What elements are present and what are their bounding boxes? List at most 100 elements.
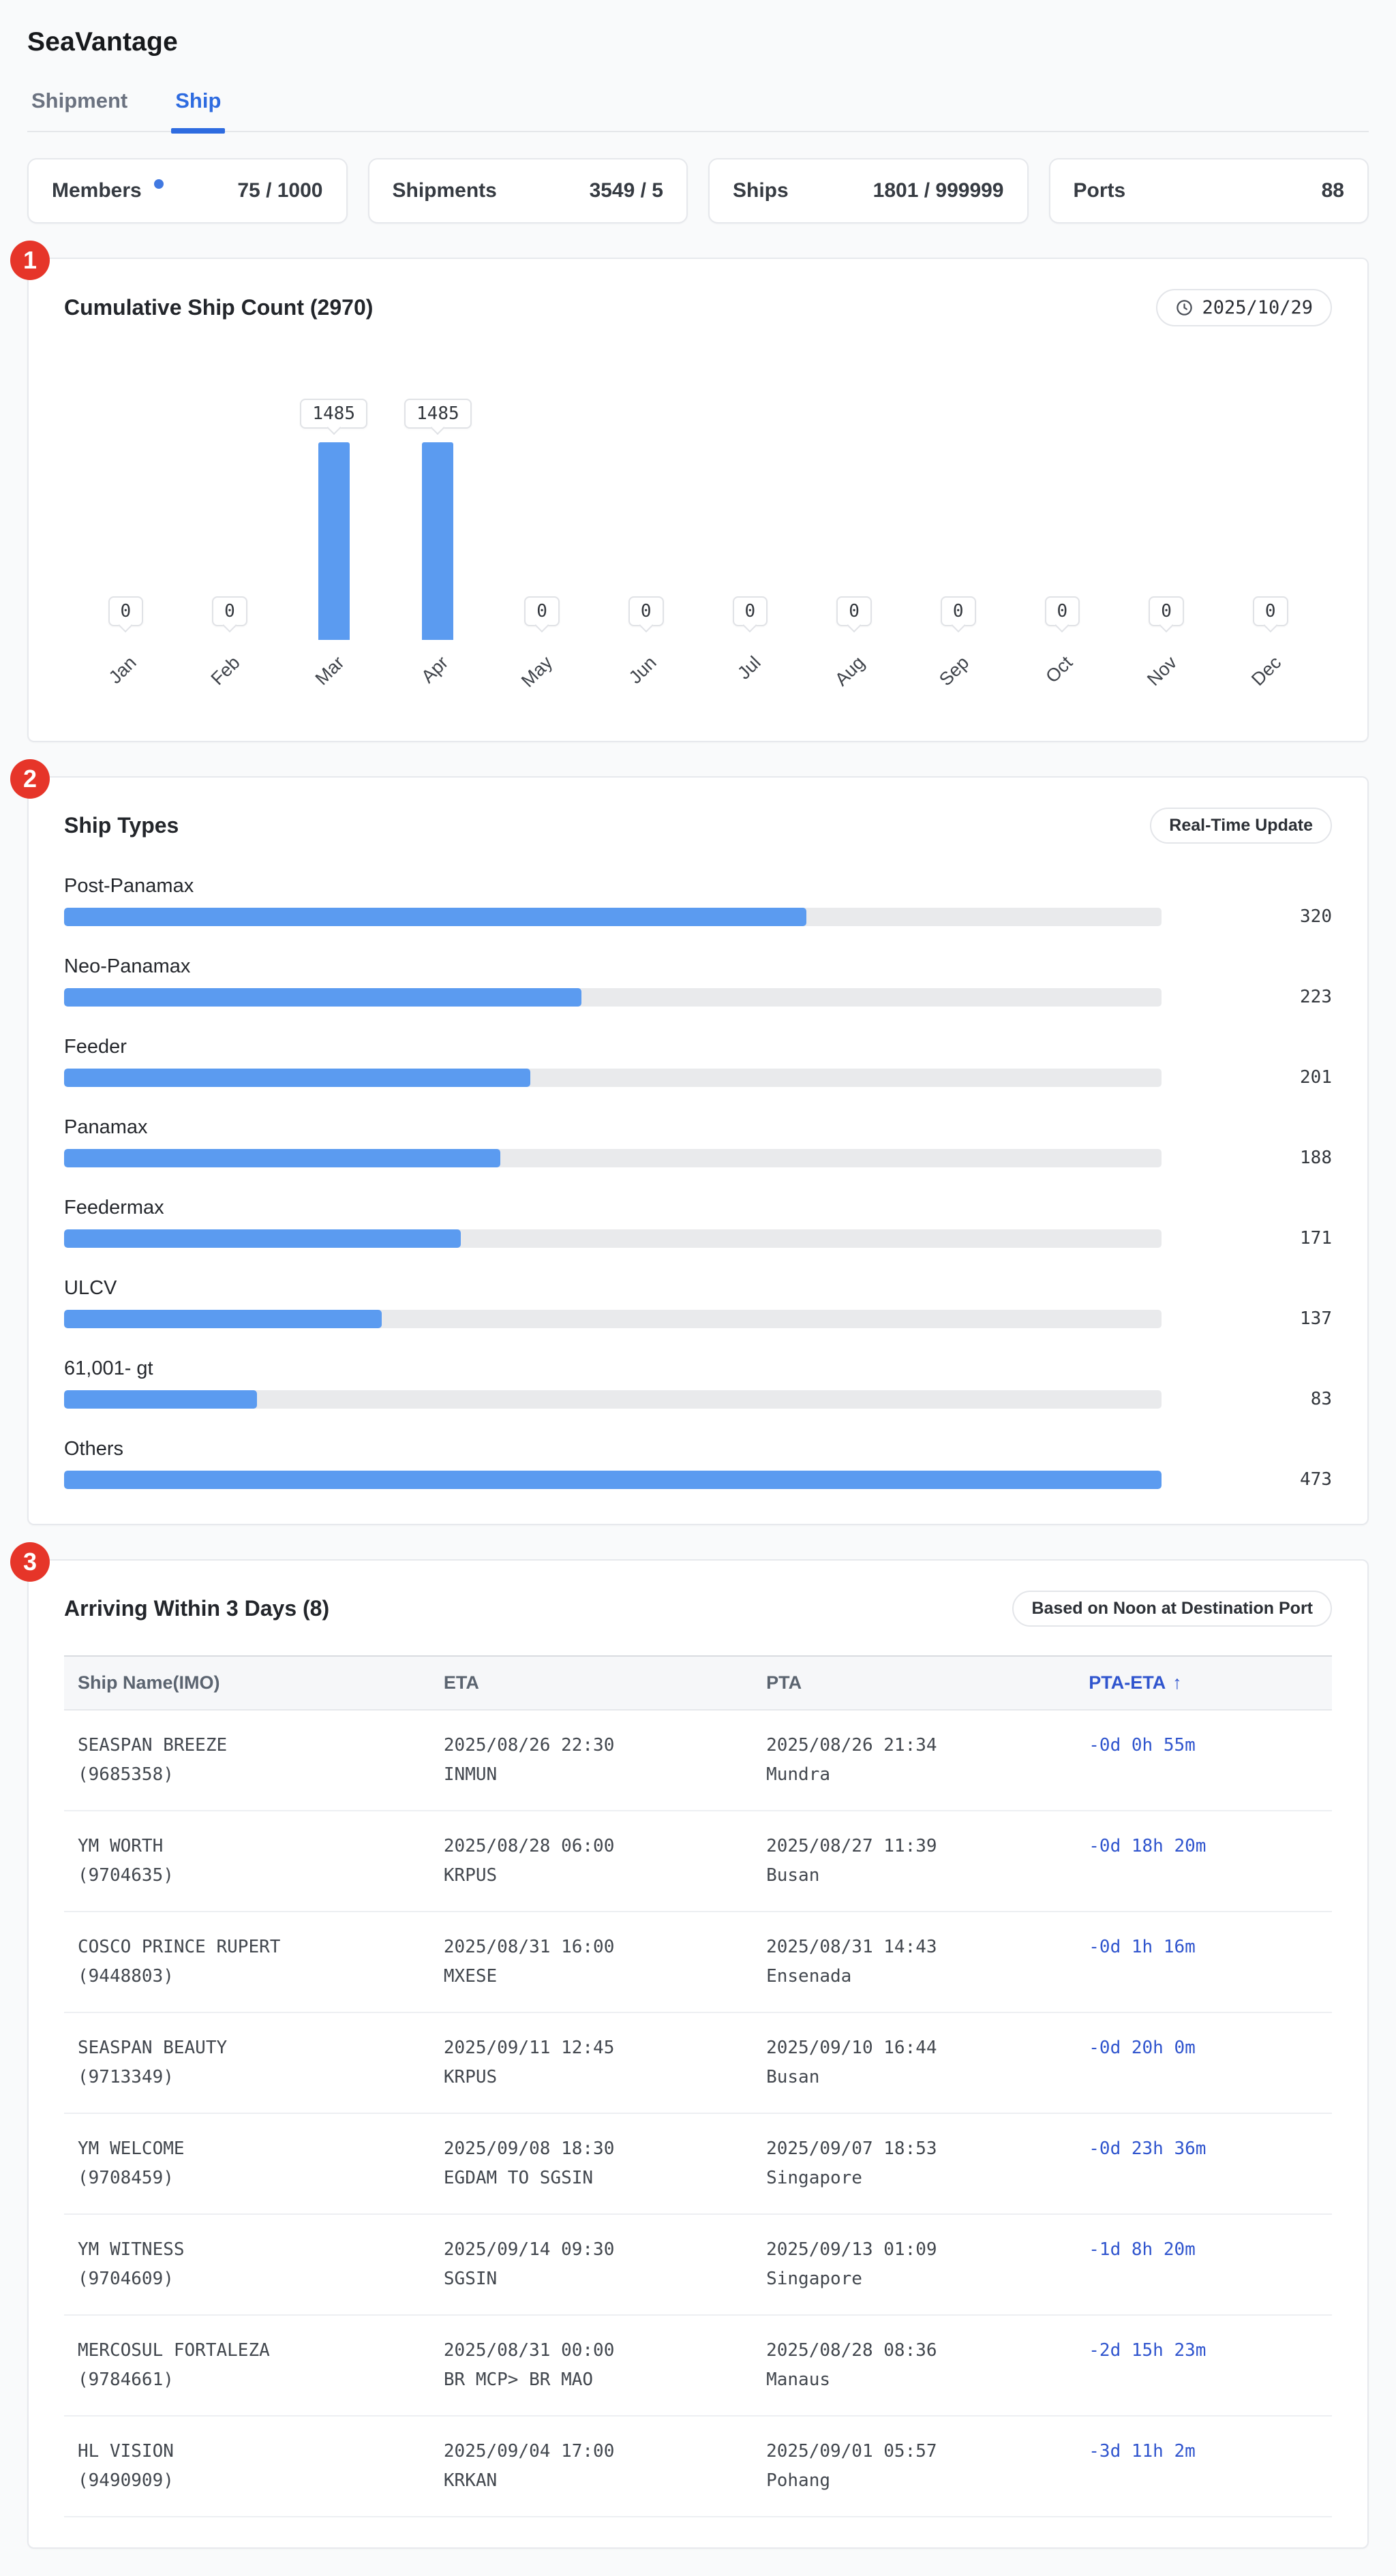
ship-type-label: 61,001- gt [64,1358,153,1379]
table-row[interactable]: HL VISION (9490909) 2025/09/04 17:00 KRK… [64,2417,1332,2517]
pta-cell: 2025/08/27 11:39 Busan [766,1832,1089,1890]
bar-track [64,1390,1162,1409]
ship-type-row: Others 473 [64,1438,1332,1490]
month-axis-label: Aug [831,652,869,690]
page-title: SeaVantage [27,27,178,57]
eta-time: 2025/08/31 16:00 [443,1937,615,1957]
bar-fill [64,1470,1162,1489]
realtime-update-badge: Real-Time Update [1150,808,1332,844]
table-row[interactable]: SEASPAN BEAUTY (9713349) 2025/09/11 12:4… [64,2013,1332,2114]
stat-value: 88 [1321,179,1344,202]
column-header-pta[interactable]: PTA [766,1672,802,1693]
ship-type-label: Feedermax [64,1197,164,1218]
eta-time: 2025/08/31 00:00 [443,2340,615,2361]
ship-type-bar-line: 201 [64,1067,1332,1088]
pta-time: 2025/09/13 01:09 [766,2239,937,2260]
ship-types-bar-list: Post-Panamax 320 Neo-Panamax 223 [64,875,1332,1490]
ship-name-cell: COSCO PRINCE RUPERT (9448803) [78,1933,444,1991]
ship-name-cell: HL VISION (9490909) [78,2437,444,2496]
table-row[interactable]: YM WORTH (9704635) 2025/08/28 06:00 KRPU… [64,1811,1332,1912]
stat-label: Shipments [393,179,497,202]
eta-time: 2025/08/26 22:30 [443,1735,615,1755]
stat-label-text: Shipments [392,179,497,202]
month-axis-label: Apr [417,652,453,687]
pta-eta-cell: -0d 1h 16m [1089,1937,1196,1957]
section-badge-3: 3 [10,1542,50,1582]
pta-location: Mundra [766,1764,830,1785]
column-header-pta-eta-label: PTA-ETA [1089,1672,1166,1693]
ship-name-cell: SEASPAN BEAUTY (9713349) [78,2034,444,2092]
bar-fill [64,1229,461,1248]
stat-card[interactable]: Shipments 3549 / 5 [367,158,688,224]
arrivals-table: Ship Name(IMO) ETA PTA PTA-ETA ↑ SEASPAN … [64,1655,1332,2517]
tab-shipment[interactable]: Shipment [31,89,128,112]
chart-column: 0 Sep [906,367,1010,690]
chart-column: 0 Oct [1010,367,1114,687]
pta-eta-cell: -0d 18h 20m [1089,1836,1207,1856]
column-header-eta[interactable]: ETA [443,1672,479,1693]
noon-basis-badge: Based on Noon at Destination Port [1012,1591,1332,1627]
stat-card[interactable]: Members 75 / 1000 [27,158,348,224]
table-row[interactable]: MERCOSUL FORTALEZA (9784661) 2025/08/31 … [64,2316,1332,2417]
eta-location: INMUN [443,1764,498,1785]
chart-column: 0 Nov [1114,367,1219,690]
stat-card[interactable]: Ships 1801 / 999999 [708,158,1029,224]
ship-name: YM WITNESS [78,2239,185,2260]
stat-label: Ships [733,179,789,202]
table-row[interactable]: COSCO PRINCE RUPERT (9448803) 2025/08/31… [64,1912,1332,2013]
bar-value-tooltip: 0 [524,596,560,626]
ship-types-title: Ship Types [64,813,179,838]
stat-label: Members [52,179,164,202]
bar-track [64,987,1162,1007]
ship-type-bar-line: 320 [64,906,1332,927]
month-axis-label: Jun [624,652,661,688]
bar [422,442,454,640]
pta-location: Busan [766,1865,820,1886]
table-row[interactable]: SEASPAN BREEZE (9685358) 2025/08/26 22:3… [64,1711,1332,1811]
date-chip-label: 2025/10/29 [1202,297,1313,318]
table-row[interactable]: YM WITNESS (9704609) 2025/09/14 09:30 SG… [64,2215,1332,2316]
chart-column: 0 Feb [178,367,282,689]
ship-type-label: Neo-Panamax [64,955,191,977]
bar-value-tooltip: 1485 [300,399,367,429]
pta-cell: 2025/08/31 14:43 Ensenada [766,1933,1089,1991]
pta-time: 2025/09/01 05:57 [766,2441,937,2462]
ship-name: HL VISION [78,2441,174,2462]
bar [318,442,350,640]
bar-fill [64,1068,531,1087]
ship-name: YM WELCOME [78,2138,185,2159]
ship-name: SEASPAN BEAUTY [78,2038,228,2058]
column-header-ship-name[interactable]: Ship Name(IMO) [78,1672,220,1693]
ship-type-row: Feeder 201 [64,1036,1332,1088]
eta-location: KRPUS [443,2067,498,2087]
ship-type-value: 320 [1300,906,1332,927]
bar-fill [64,1148,500,1167]
bar-value-tooltip: 0 [628,596,664,626]
ship-name: COSCO PRINCE RUPERT [78,1937,281,1957]
cumulative-bar-chart: 0 Jan 0 Feb 1485 Mar 1485 Apr [64,367,1332,691]
eta-cell: 2025/08/26 22:30 INMUN [444,1731,766,1790]
date-chip[interactable]: 2025/10/29 [1156,289,1332,326]
ship-imo: (9448803) [78,1966,174,1987]
cumulative-ship-count-card: 1 Cumulative Ship Count (2970) 2025/10/2… [10,241,1369,742]
eta-cell: 2025/09/08 18:30 EGDAM TO SGSIN [444,2134,766,2193]
ship-name: YM WORTH [78,1836,164,1856]
eta-cell: 2025/08/31 16:00 MXESE [444,1933,766,1991]
ship-type-bar-line: 83 [64,1389,1332,1409]
eta-cell: 2025/09/14 09:30 SGSIN [444,2235,766,2294]
noon-basis-label: Based on Noon at Destination Port [1031,1599,1313,1618]
chart-column: 0 May [490,367,594,691]
tab-ship[interactable]: Ship [171,89,226,134]
table-row[interactable]: YM WELCOME (9708459) 2025/09/08 18:30 EG… [64,2114,1332,2215]
chart-column: 0 Jan [74,367,178,688]
pta-cell: 2025/08/26 21:34 Mundra [766,1731,1089,1790]
chart-column: 0 Dec [1218,367,1322,690]
stat-card[interactable]: Ports 88 [1048,158,1369,224]
ship-type-label: Panamax [64,1116,148,1138]
pta-cell: 2025/09/10 16:44 Busan [766,2034,1089,2092]
bar-value-tooltip: 0 [1044,596,1080,626]
section-badge-1: 1 [10,241,50,280]
stat-label: Ports [1074,179,1126,202]
column-header-pta-eta[interactable]: PTA-ETA ↑ [1089,1672,1318,1693]
ship-type-label: Post-Panamax [64,875,194,897]
